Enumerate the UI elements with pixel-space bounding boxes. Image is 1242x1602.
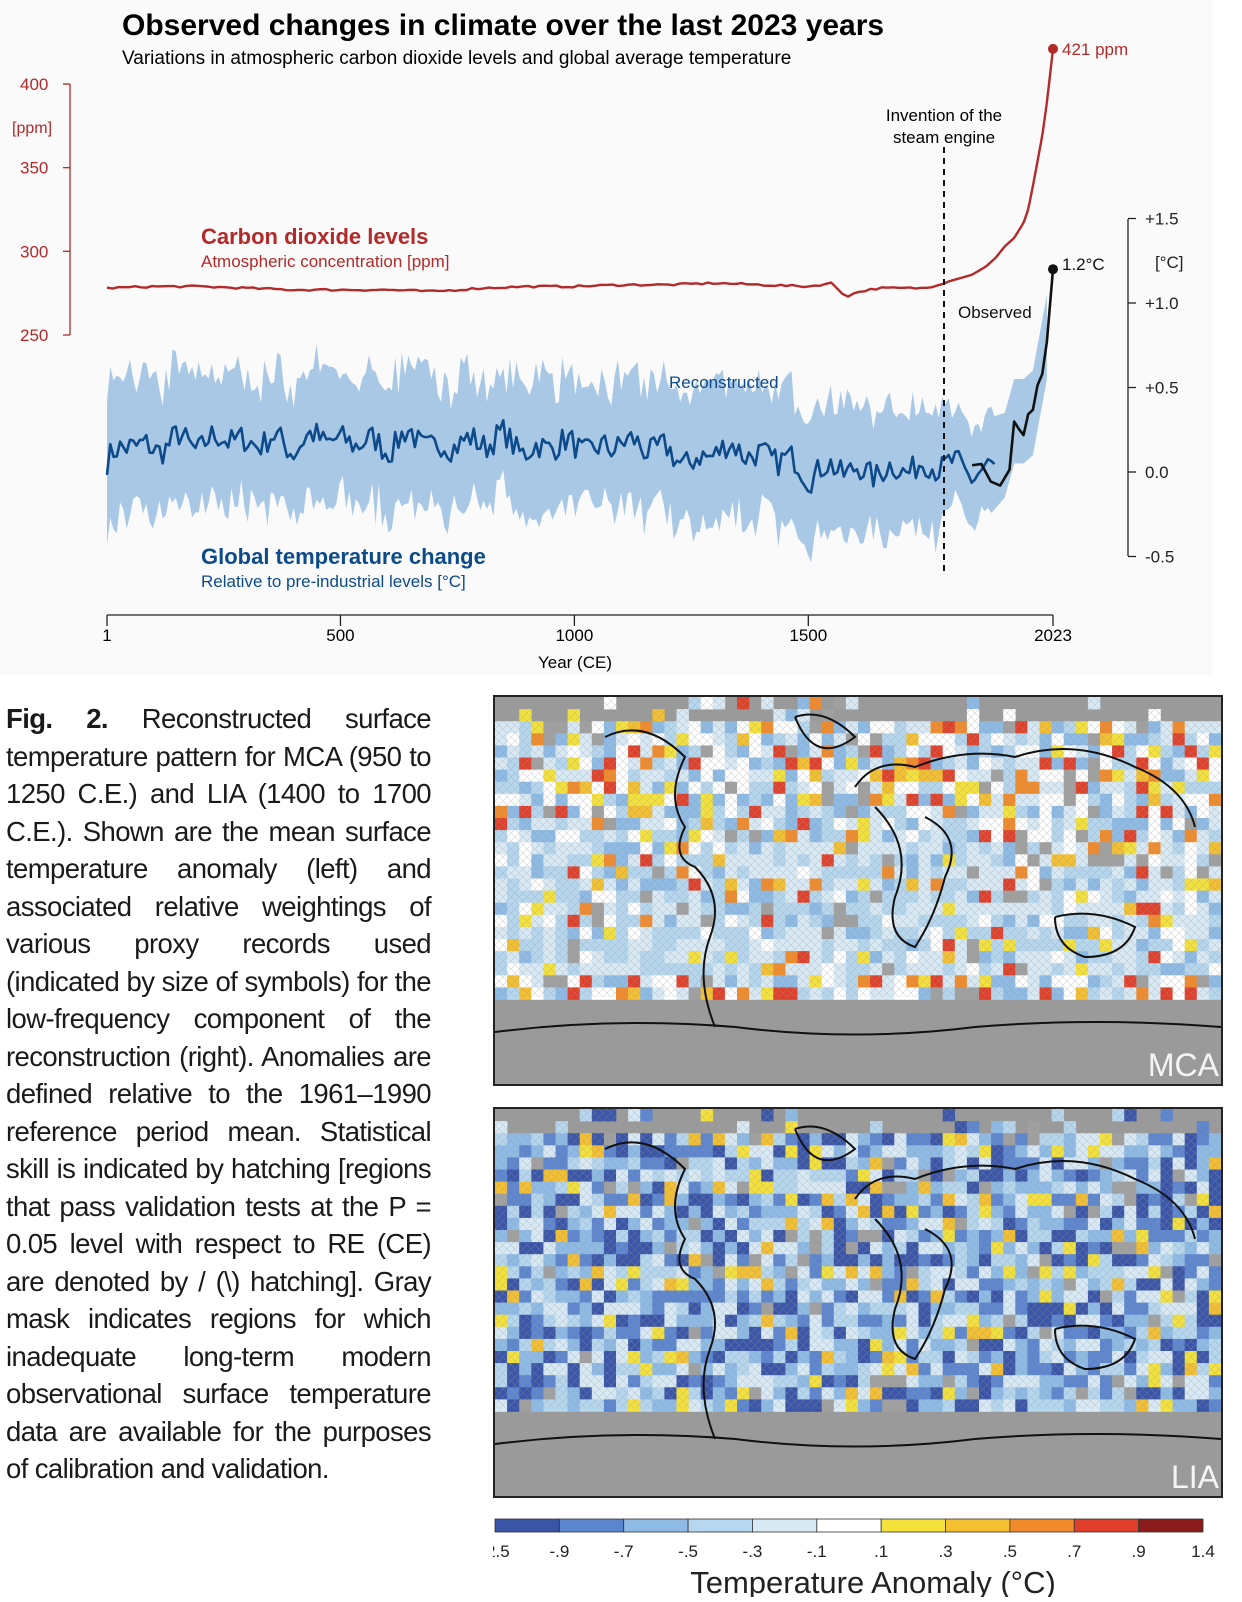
temperature-tick-label: +0.5 [1145, 379, 1179, 398]
colorbar-cell [880, 1518, 946, 1533]
mca-anomaly-map: MCA [493, 695, 1223, 1086]
co2-line [106, 48, 1055, 298]
uncertainty-band [107, 294, 1047, 563]
colorbar-tick-label: .9 [1132, 1542, 1146, 1561]
reconstructed-label: Reconstructed [669, 373, 779, 392]
colorbar-cell [1138, 1518, 1204, 1533]
colorbar-cell [558, 1518, 625, 1533]
colorbar-tick-label: .7 [1067, 1542, 1081, 1561]
chart-panel: Observed changes in climate over the las… [0, 0, 1212, 675]
temperature-label: Global temperature change [201, 544, 486, 569]
co2-tick-label: 350 [20, 159, 48, 178]
lia-label: LIA [1170, 1459, 1219, 1495]
temperature-sublabel: Relative to pre-industrial levels [°C] [201, 572, 466, 591]
x-tick-label: 1500 [789, 626, 827, 645]
annotation-line-1: Invention of the [886, 106, 1002, 125]
co2-axis-unit: [ppm] [12, 120, 52, 137]
x-tick-label: 1000 [555, 626, 593, 645]
climate-chart: Observed changes in climate over the las… [12, 9, 1184, 672]
chart-subtitle: Variations in atmospheric carbon dioxide… [122, 48, 791, 69]
colorbar-tick-label: .3 [938, 1542, 952, 1561]
temperature-tick-label: -0.5 [1145, 548, 1174, 567]
colorbar-tick-label: .5 [1003, 1542, 1017, 1561]
colorbar-cell [623, 1518, 689, 1533]
colorbar-tick-label: -.1 [807, 1542, 827, 1561]
colorbar-cell [816, 1518, 882, 1533]
co2-tick-label: 300 [20, 242, 48, 261]
colorbar-tick-label: -.5 [678, 1542, 698, 1561]
annotation-line-2: steam engine [893, 128, 995, 147]
coastline [495, 713, 1221, 1036]
temperature-axis-unit: [°C] [1155, 253, 1184, 272]
co2-axis: [ppm] 400 350 300 250 [12, 75, 71, 345]
temperature-tick-label: 0.0 [1145, 463, 1169, 482]
temperature-tick-label: +1.0 [1145, 294, 1179, 313]
temperature-tick-label: +1.5 [1145, 210, 1179, 229]
temperature-axis: [°C] +1.5 +1.0 +0.5 0.0 -0.5 [1127, 210, 1184, 567]
figure-label: Fig. 2. [6, 703, 109, 734]
reconstructed-temperature-line [105, 419, 996, 494]
colorbar-cell [752, 1518, 818, 1533]
mca-label: MCA [1147, 1047, 1219, 1083]
co2-end-label: 421 ppm [1062, 40, 1128, 59]
caption-text: Reconstructed surface temperature patter… [6, 703, 432, 1484]
colorbar-cell [945, 1518, 1011, 1533]
chart-title: Observed changes in climate over the las… [122, 9, 884, 42]
figure-caption: Fig. 2. Reconstructed surface temperatur… [6, 700, 432, 1488]
temperature-end-label: 1.2°C [1062, 255, 1105, 274]
observed-temperature-line [971, 269, 1055, 487]
co2-tick-label: 400 [20, 75, 48, 94]
colorbar-tick-label: -.9 [549, 1542, 569, 1561]
x-axis: Year (CE) [107, 614, 1053, 672]
observed-label: Observed [958, 303, 1032, 322]
co2-sublabel: Atmospheric concentration [ppm] [201, 252, 450, 271]
colorbar-cell [494, 1518, 560, 1533]
x-axis-label: Year (CE) [538, 653, 612, 672]
colorbar-cell [1009, 1518, 1075, 1533]
colorbar-tick-label: -.3 [743, 1542, 763, 1561]
colorbar-tick-label: -.7 [614, 1542, 634, 1561]
lia-map-canvas [495, 1109, 1221, 1448]
x-tick-label: 1 [102, 626, 111, 645]
coastline [495, 1125, 1221, 1448]
temperature-end-point [1048, 264, 1058, 275]
lia-anomaly-map: LIA [493, 1107, 1223, 1498]
colorbar-tick-label: -2.5 [493, 1542, 510, 1561]
colorbar-title: Temperature Anomaly (°C) [690, 1565, 1056, 1597]
x-tick-label: 500 [326, 626, 354, 645]
temperature-colorbar: -2.5 -.9 -.7 -.5 -.3 -.1 .1 .3 .5 .7 .9 1.4 Tempera… [493, 1518, 1215, 1597]
mca-map-canvas [495, 697, 1221, 1036]
colorbar-tick-label: .1 [874, 1542, 888, 1561]
co2-end-point [1048, 43, 1058, 54]
co2-label: Carbon dioxide levels [201, 224, 428, 249]
colorbar-tick-label: 1.4 [1191, 1542, 1215, 1561]
co2-tick-label: 250 [20, 326, 48, 345]
x-tick-label: 2023 [1034, 626, 1072, 645]
colorbar-cell [1073, 1518, 1140, 1533]
colorbar-cell [687, 1518, 753, 1533]
